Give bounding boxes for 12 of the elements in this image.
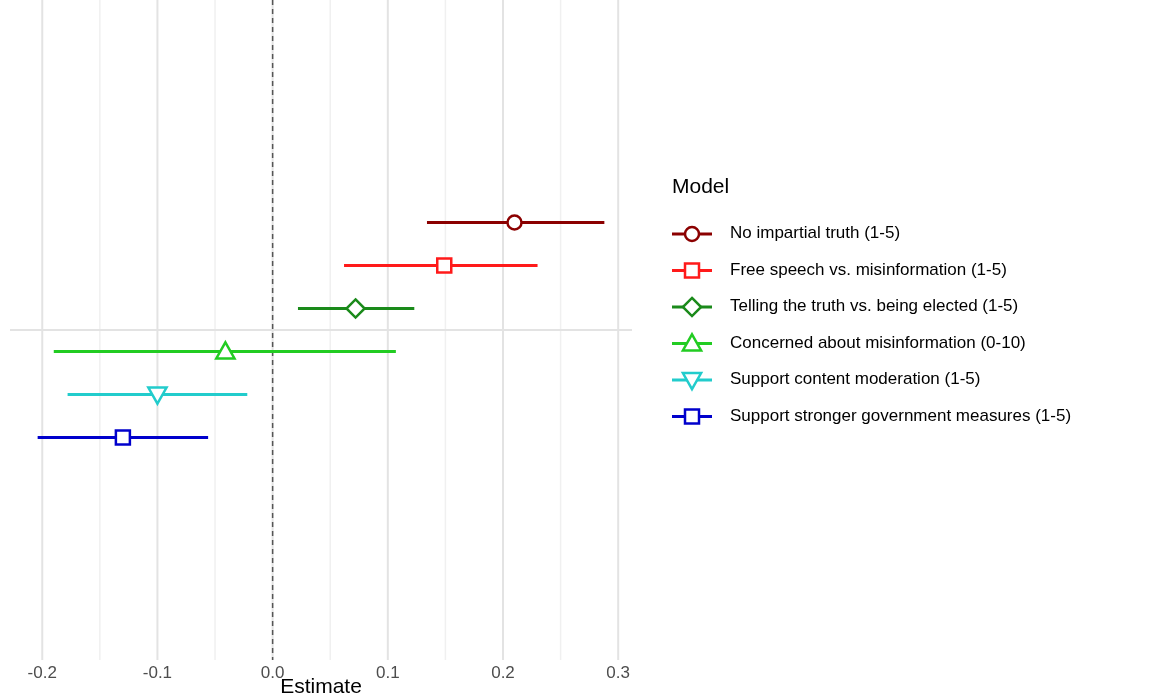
legend-label: Concerned about misinformation (0-10): [730, 332, 1026, 352]
legend-label: Support content moderation (1-5): [730, 369, 981, 389]
legend-title: Model: [672, 174, 730, 197]
legend-label: Free speech vs. misinformation (1-5): [730, 259, 1007, 279]
legend-label: No impartial truth (1-5): [730, 223, 901, 243]
legend-label: Telling the truth vs. being elected (1-5): [730, 296, 1019, 316]
x-tick-label: 0.2: [491, 663, 515, 682]
legend-label: Support stronger government measures (1-5): [730, 405, 1072, 425]
x-tick-label: 0.1: [375, 663, 400, 682]
x-tick-label: -0.2: [27, 663, 57, 682]
x-tick-label: -0.1: [142, 663, 173, 682]
x-tick-label: 0.3: [606, 663, 630, 682]
